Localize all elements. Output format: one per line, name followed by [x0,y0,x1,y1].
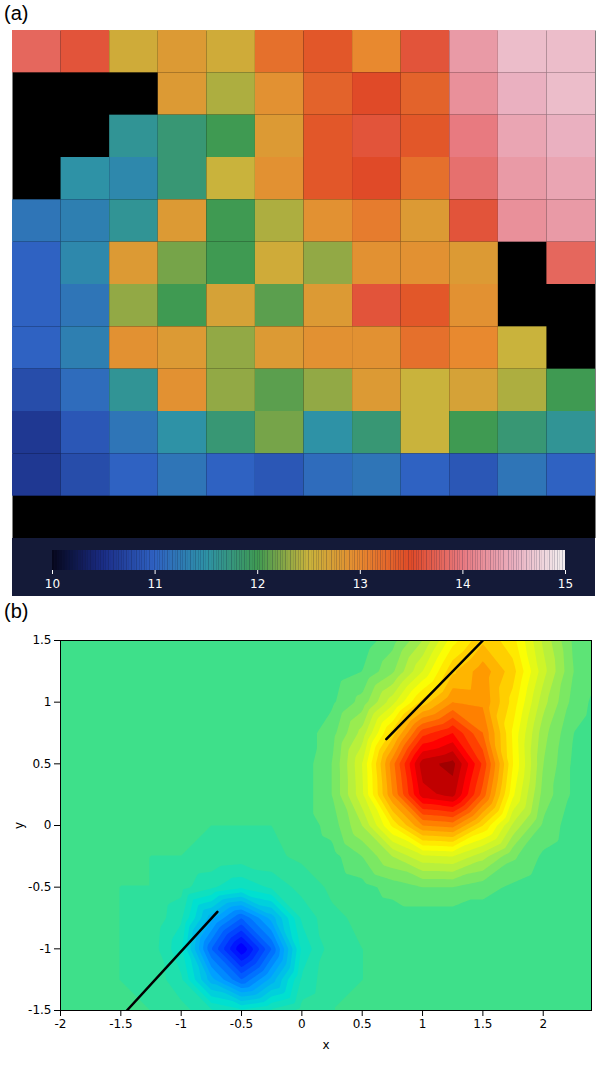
svg-text:-1.5: -1.5 [109,1017,132,1031]
svg-text:12: 12 [250,577,265,591]
svg-text:0.5: 0.5 [32,757,51,771]
svg-text:1: 1 [419,1017,427,1031]
svg-text:0: 0 [298,1017,306,1031]
svg-text:11: 11 [147,577,162,591]
svg-text:-0.5: -0.5 [230,1017,253,1031]
svg-text:-1: -1 [175,1017,187,1031]
html-text:(b): (b) [4,600,29,622]
svg-text:-2: -2 [55,1017,67,1031]
svg-text:2: 2 [539,1017,547,1031]
svg-text:14: 14 [455,577,470,591]
svg-text:13: 13 [353,577,368,591]
svg-text:1: 1 [44,695,52,709]
svg-text:10: 10 [45,577,60,591]
svg-text:0: 0 [44,818,52,832]
html-text:(a): (a) [4,2,29,24]
svg-text:15: 15 [558,577,573,591]
svg-text:-1: -1 [40,942,52,956]
svg-text:-1.5: -1.5 [28,1003,51,1017]
svg-text:1.5: 1.5 [32,633,51,647]
svg-text:y: y [12,822,26,829]
svg-text:1.5: 1.5 [473,1017,492,1031]
svg-text:x: x [322,1038,329,1052]
svg-text:-0.5: -0.5 [28,880,51,894]
svg-text:0.5: 0.5 [353,1017,372,1031]
